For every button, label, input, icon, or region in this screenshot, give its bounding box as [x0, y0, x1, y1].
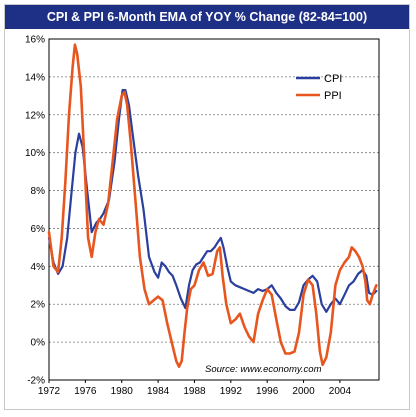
x-tick-label: 1972 — [38, 386, 61, 397]
y-tick-label: 10% — [25, 148, 45, 159]
x-tick-label: 1980 — [111, 386, 134, 397]
y-tick-label: 14% — [25, 72, 45, 83]
y-tick-label: -2% — [27, 376, 45, 387]
chart-title: CPI & PPI 6-Month EMA of YOY % Change (8… — [46, 10, 368, 24]
y-tick-label: 4% — [31, 262, 46, 273]
x-tick-label: 1984 — [147, 386, 170, 397]
plot-border — [48, 38, 380, 381]
title-band — [5, 5, 409, 29]
x-tick-label: 1996 — [256, 386, 279, 397]
y-tick-label: 16% — [25, 35, 45, 46]
series-line-ppi — [47, 43, 378, 369]
series-line-cpi — [47, 88, 378, 313]
x-tick-label: 1976 — [74, 386, 97, 397]
x-tick-label: 1992 — [220, 386, 243, 397]
line-chart: -2% 0% 2% 4% 6% 8% 10% 12% 14% 16% 1972 1976 1980 198… — [25, 35, 380, 397]
y-tick-label: 2% — [31, 300, 46, 311]
y-tick-label: 0% — [31, 338, 46, 349]
chart-frame: CPI & PPI 6-Month EMA of YOY % Change (8… — [4, 4, 410, 410]
x-tick-label: 1988 — [183, 386, 206, 397]
y-tick-label: 8% — [31, 186, 46, 197]
source-annotation: Source: www.economy.com — [205, 364, 322, 375]
legend-label-ppi: PPI — [324, 90, 342, 102]
x-tick-label: 2004 — [329, 386, 352, 397]
y-tick-label: 6% — [31, 224, 46, 235]
legend-label-cpi: CPI — [324, 73, 342, 85]
y-tick-label: 12% — [25, 110, 45, 121]
x-tick-label: 2000 — [292, 386, 315, 397]
